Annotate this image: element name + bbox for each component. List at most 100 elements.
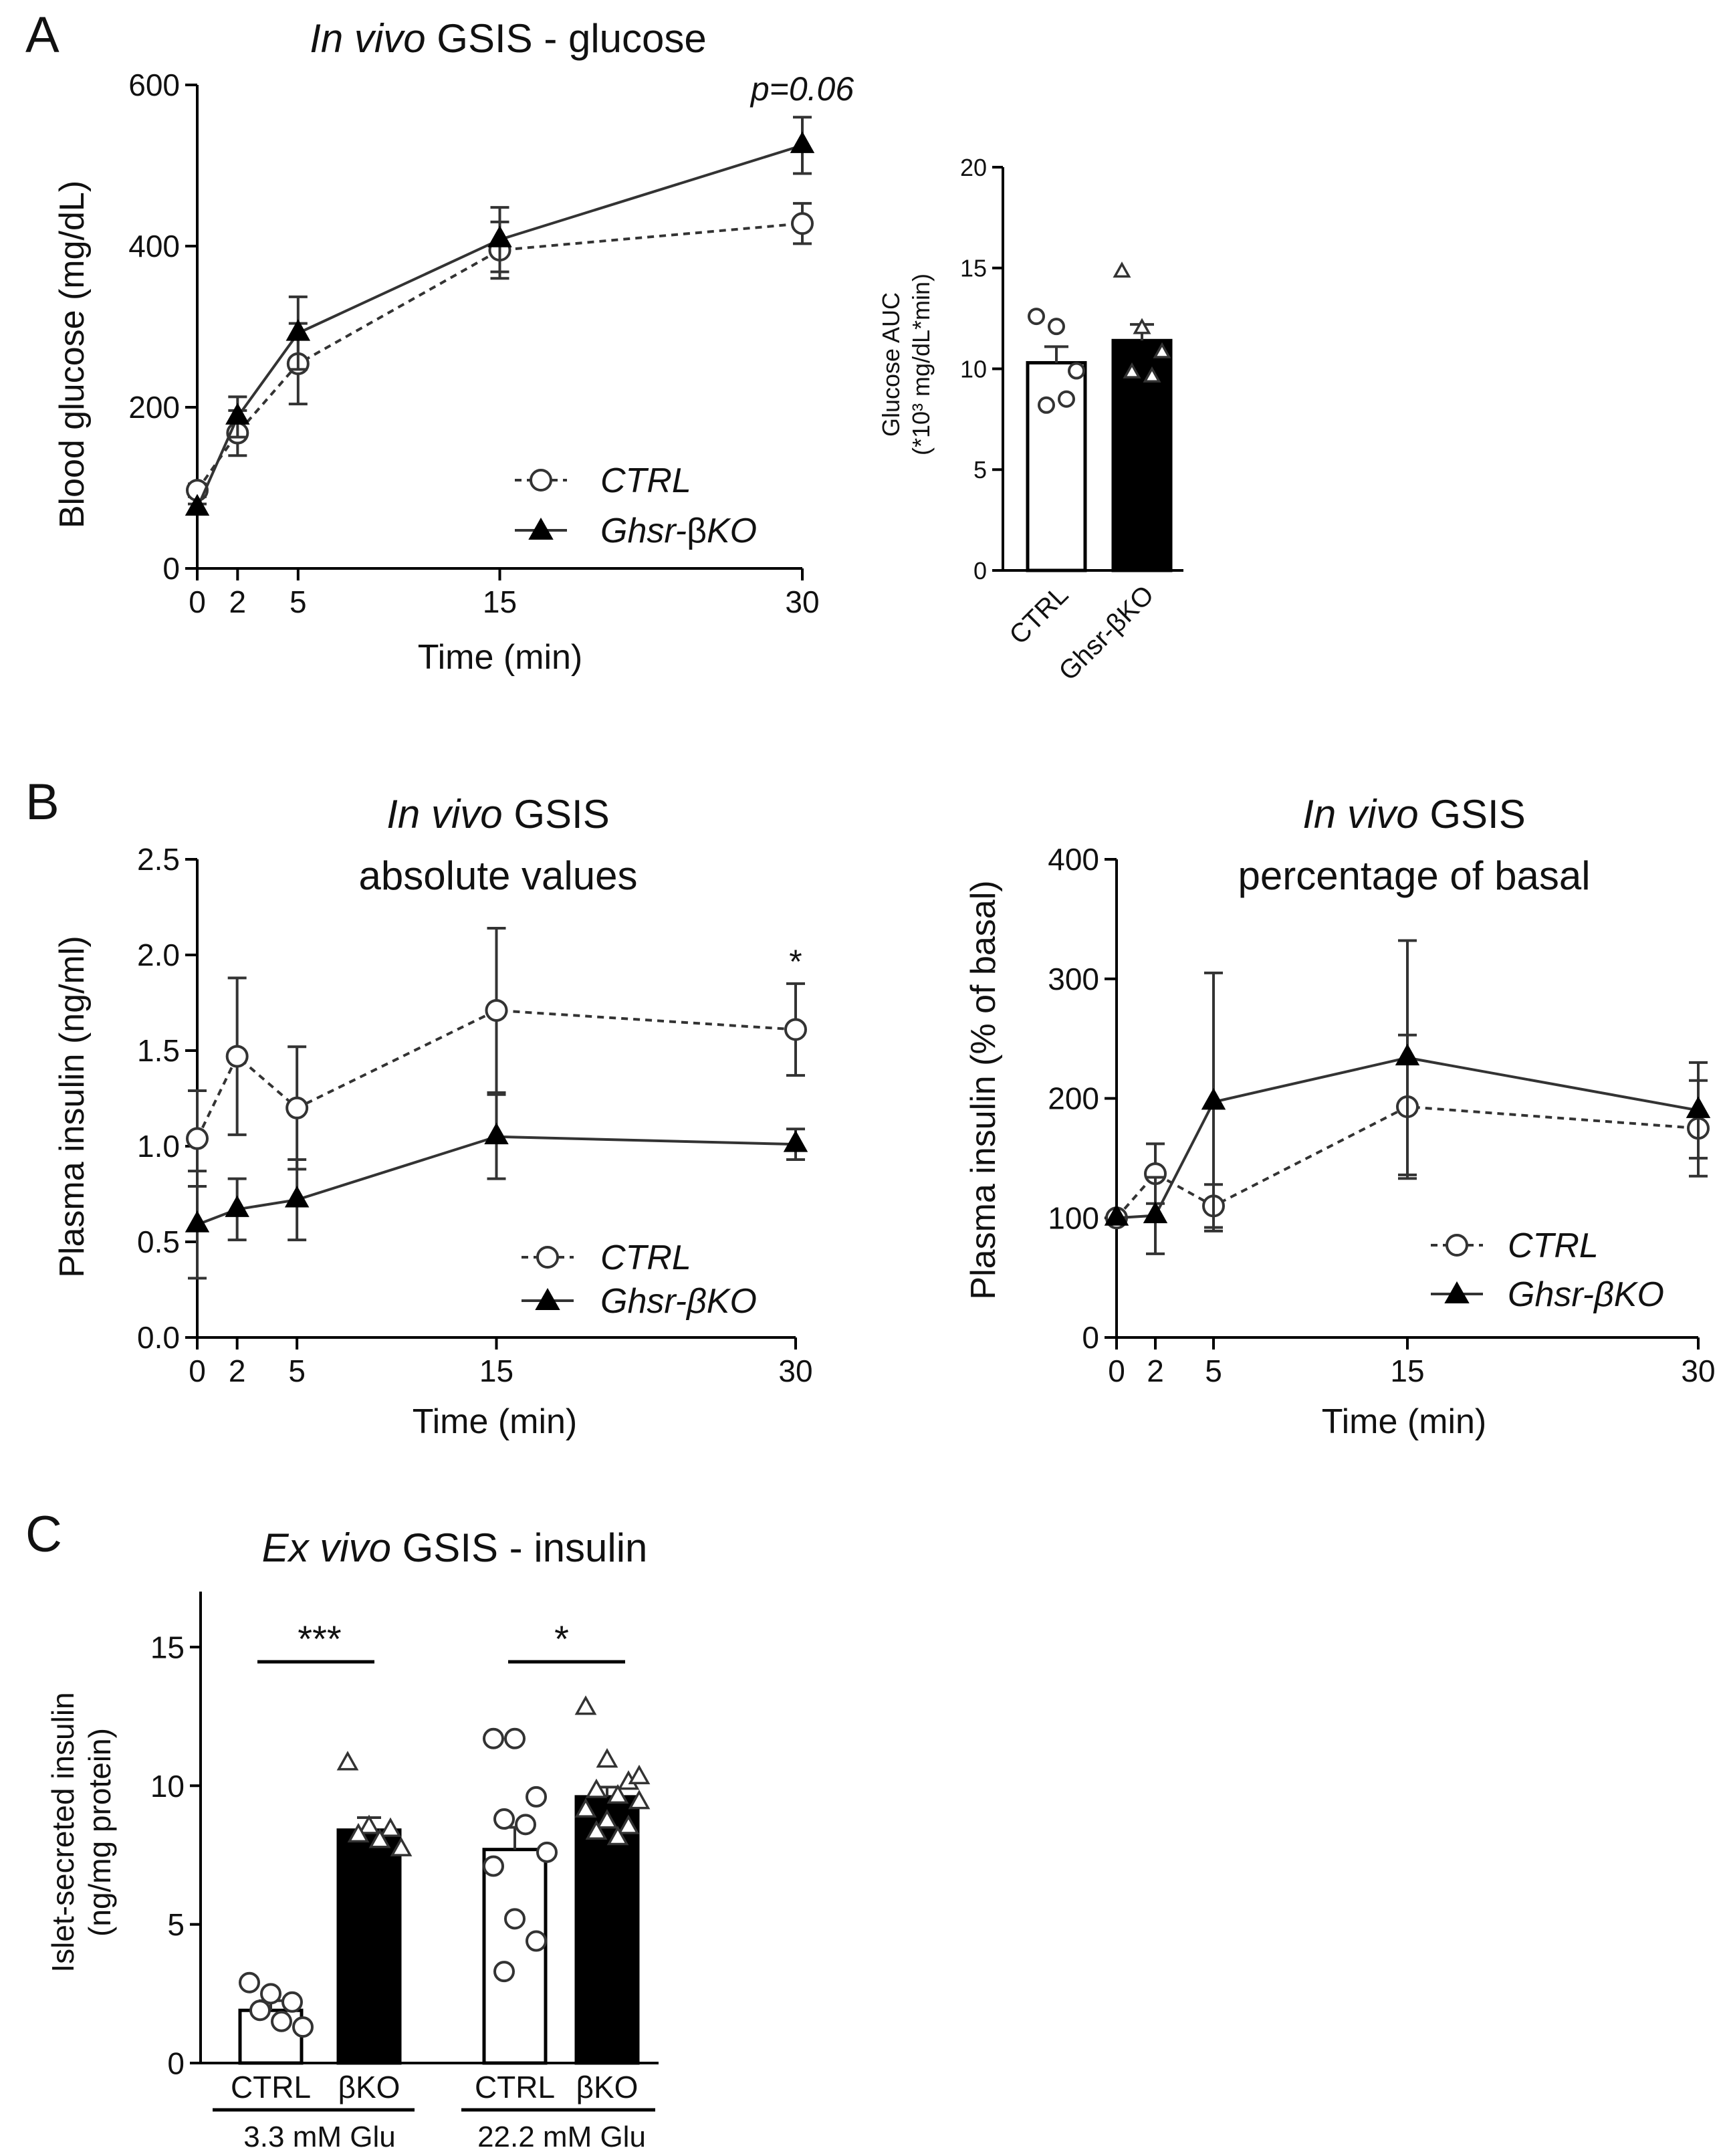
ko-bar [336, 1828, 402, 2065]
legend-ctrl-label: CTRL [600, 461, 691, 500]
legend-ko-suffix: KO [707, 512, 757, 550]
ko-data-point [617, 1814, 640, 1834]
ctrl-data-point [1028, 308, 1045, 326]
panel-letter-c: C [25, 1506, 62, 1563]
y-tick-label: 0 [167, 2046, 185, 2081]
ctrl-data-point [515, 1814, 536, 1836]
y-tick-label: 2.5 [137, 842, 180, 877]
chart-b-abs-xlabel: Time (min) [413, 1402, 578, 1441]
ctrl-bar [482, 1848, 548, 2065]
ko-data-point [585, 1820, 608, 1840]
ctrl-data-point [1048, 318, 1065, 336]
ko-data-point [284, 1186, 310, 1208]
chart-a-title-italic: In vivo [310, 16, 425, 61]
x-tick-label: 0 [1108, 1354, 1125, 1388]
ko-data-point [1113, 261, 1131, 278]
chart-a-annotation: p=0.06 [750, 70, 854, 108]
y-tick-label: 400 [128, 229, 180, 263]
x-category-label: CTRL [231, 2070, 311, 2105]
chart-b-abs-ylabel: Plasma insulin (ng/ml) [53, 936, 92, 1278]
ctrl-data-point [1038, 396, 1055, 414]
significance-marker: * [554, 1618, 569, 1660]
legend-ctrl-marker [1446, 1234, 1468, 1257]
ko-data-point [585, 1778, 608, 1798]
x-tick-label: 15 [483, 584, 517, 619]
x-tick-label: 15 [479, 1354, 513, 1388]
ctrl-data-point [493, 1961, 515, 1983]
ko-data-point [225, 1195, 249, 1217]
x-tick-label: 30 [778, 1354, 812, 1388]
chart-c-ylabel-2: (ng/mg protein) [82, 1728, 117, 1937]
legend-ctrl-label: CTRL [600, 1238, 691, 1277]
x-category-label: Ghsr-βKO [1053, 580, 1159, 686]
legend-ctrl-marker [530, 469, 552, 492]
x-category-label: βKO [576, 2070, 639, 2105]
ko-bar [574, 1795, 640, 2065]
y-tick-label: 10 [960, 355, 987, 383]
ko-data-point [1143, 366, 1161, 383]
chart-c-exvivo-bar: Ex vivo GSIS - insulin Islet-secreted in… [45, 1525, 659, 2153]
ctrl-data-point [791, 212, 814, 235]
ko-data-point [606, 1826, 629, 1846]
ko-data-point [1133, 318, 1151, 334]
ctrl-data-point [526, 1930, 547, 1952]
chart-a-ylabel: Blood glucose (mg/dL) [53, 181, 92, 528]
ctrl-data-point [526, 1786, 547, 1808]
chart-b-abs-title: In vivo GSIS [386, 792, 609, 837]
chart-b-pct-title-line2: percentage of basal [1238, 853, 1590, 898]
x-tick-label: 0 [189, 584, 206, 619]
panel-letter-b: B [25, 774, 60, 831]
x-tick-label: 2 [1147, 1354, 1164, 1388]
ctrl-bar [238, 2008, 304, 2065]
y-tick-label: 0.5 [137, 1224, 180, 1259]
chart-a-title-rest: GSIS - glucose [426, 16, 707, 61]
y-tick-label: 100 [1048, 1200, 1099, 1235]
group-label: 22.2 mM Glu [477, 2121, 646, 2153]
chart-a-glucose-line: In vivo GSIS - glucose p=0.06 Blood gluc… [53, 16, 854, 677]
ctrl-data-point [485, 998, 508, 1022]
ko-data-point [347, 1822, 370, 1843]
ko-data-point [606, 1784, 629, 1804]
y-tick-label: 1.0 [137, 1129, 180, 1164]
x-tick-label: 5 [288, 1354, 306, 1388]
y-tick-label: 2.0 [137, 938, 180, 972]
ctrl-data-point [281, 1991, 303, 2013]
chart-a-auc-bar: Glucose AUC (*10³ mg/dL*min) 0 5 10 15 20 CTR… [877, 154, 1183, 686]
y-tick-label: 400 [1048, 842, 1099, 877]
y-tick-label: 200 [1048, 1081, 1099, 1116]
x-tick-label: 30 [1681, 1354, 1715, 1388]
x-tick-label: 2 [229, 1354, 246, 1388]
ctrl-data-point [292, 2016, 314, 2038]
ko-data-point [484, 1122, 509, 1145]
y-tick-label: 1.5 [137, 1033, 180, 1068]
legend-ctrl-marker [536, 1246, 559, 1269]
ko-data-point [285, 319, 311, 341]
ctrl-data-point [1058, 390, 1075, 408]
x-tick-label: 15 [1390, 1354, 1424, 1388]
ctrl-data-point [504, 1908, 526, 1930]
x-tick-label: 30 [785, 584, 819, 619]
ctrl-data-point [493, 1808, 515, 1830]
chart-b-pct-ylabel: Plasma insulin (% of basal) [964, 880, 1003, 1299]
ctrl-data-point [784, 1018, 807, 1041]
x-tick-label: 5 [1205, 1354, 1222, 1388]
ko-data-point [1201, 1087, 1226, 1110]
y-tick-label: 15 [150, 1630, 185, 1665]
ko-data-point [487, 225, 512, 247]
ctrl-data-point [271, 2010, 292, 2032]
x-category-label: CTRL [475, 2070, 555, 2105]
y-tick-label: 300 [1048, 962, 1099, 996]
legend-ko-prefix: Ghsr- [600, 1282, 687, 1321]
ko-bar [1111, 338, 1173, 572]
ko-data-point [783, 1130, 808, 1152]
legend-ctrl-label: CTRL [1508, 1226, 1599, 1265]
y-tick-label: 600 [128, 68, 180, 102]
ko-data-point [185, 494, 210, 516]
legend-ko-marker [1444, 1281, 1470, 1303]
chart-b-abs-title-italic: In vivo [386, 792, 502, 837]
ctrl-data-point [225, 1045, 249, 1068]
ctrl-data-point [285, 1096, 309, 1119]
y-tick-label: 5 [167, 1907, 185, 1942]
ko-data-point [1123, 362, 1141, 379]
panel-letter-a: A [25, 7, 60, 64]
